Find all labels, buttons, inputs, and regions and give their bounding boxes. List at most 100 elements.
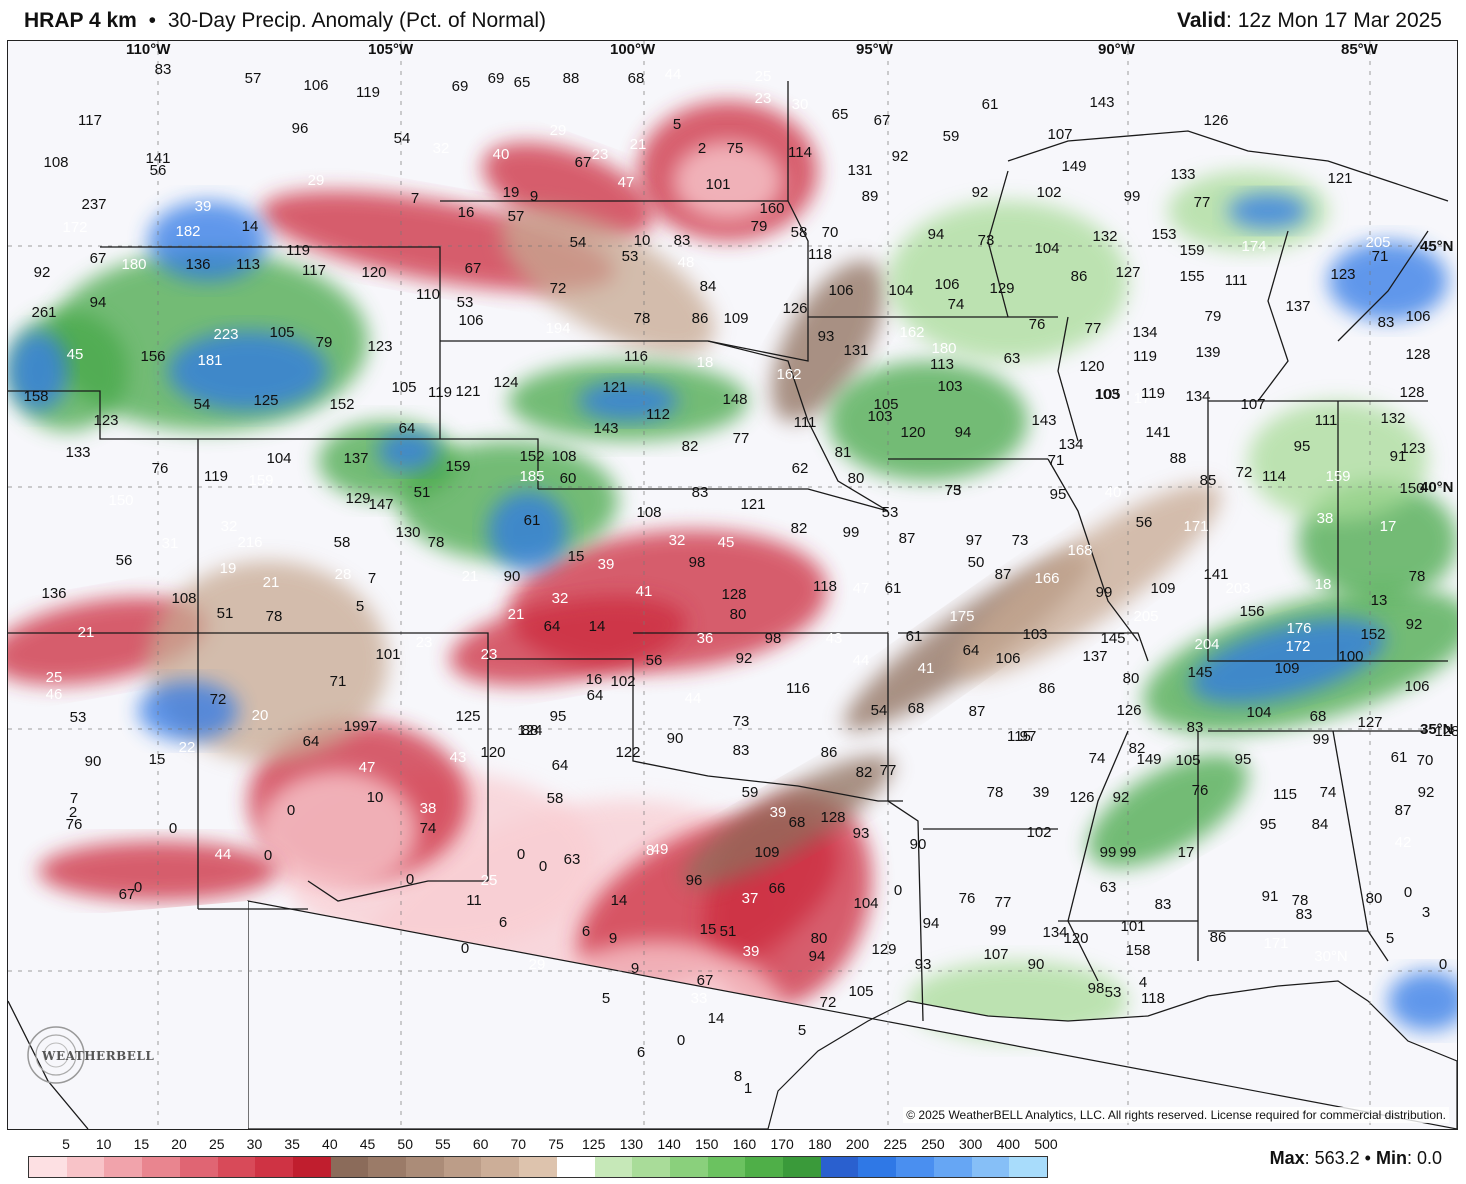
station-value-label: 94 — [809, 948, 826, 965]
station-value-label: 2 — [69, 804, 77, 821]
color-scale-tick-label: 50 — [397, 1136, 414, 1152]
station-value-label: 64 — [587, 687, 604, 704]
color-scale-labels: 5 10 15 20 25 30 35 40 45 50 55 60 70 75 125 130 140 150 1… — [28, 1136, 1058, 1156]
station-value-label: 23 — [592, 146, 609, 163]
station-value-label: 85 — [1200, 472, 1217, 489]
station-value-label: 0 — [517, 846, 525, 863]
station-value-label: 68 — [789, 814, 806, 831]
station-value-label: 156 — [1239, 603, 1264, 620]
station-value-label: 78 — [1292, 892, 1309, 909]
station-value-label: 17 — [1380, 518, 1397, 535]
station-value-label: 108 — [636, 504, 661, 521]
station-value-label: 63 — [564, 851, 581, 868]
station-value-label: 176 — [1286, 620, 1311, 637]
station-value-label: 82 — [791, 520, 808, 537]
station-value-label: 28 — [335, 566, 352, 583]
station-value-label: 143 — [1031, 412, 1056, 429]
station-value-label: 185 — [519, 468, 544, 485]
station-value-label: 47 — [359, 759, 376, 776]
station-value-label: 21 — [630, 136, 647, 153]
station-value-label: 67 — [465, 260, 482, 277]
color-scale-swatch — [179, 1157, 218, 1177]
station-value-label: 84 — [1312, 816, 1329, 833]
station-value-label: 56 — [150, 162, 167, 179]
station-value-label: 58 — [547, 790, 564, 807]
color-scale-tick-label: 140 — [657, 1136, 681, 1152]
station-value-label: 91 — [1262, 888, 1279, 905]
color-scale-swatch — [745, 1157, 784, 1177]
station-value-label: 56 — [116, 552, 133, 569]
longitude-label-100w: 100°W — [610, 41, 656, 58]
station-value-label: 106 — [303, 77, 328, 94]
station-value-label: 68 — [908, 700, 925, 717]
station-value-label: 6 — [637, 1044, 645, 1061]
station-value-label: 15 — [149, 751, 166, 768]
station-value-label: 74 — [948, 296, 965, 313]
station-value-label: 90 — [1028, 956, 1045, 973]
station-value-label: 123 — [367, 338, 392, 355]
station-value-label: 57 — [508, 208, 525, 225]
station-value-label: 44 — [665, 66, 682, 83]
title-separator: • — [148, 9, 157, 32]
station-value-label: 117 — [78, 112, 102, 129]
station-value-label: 149 — [1061, 158, 1086, 175]
station-value-label: 46 — [46, 686, 63, 703]
station-value-label: 106 — [995, 650, 1020, 667]
station-value-label: 124 — [493, 374, 518, 391]
station-value-label: 67 — [119, 886, 136, 903]
station-value-label: 87 — [899, 530, 916, 547]
color-scale-swatch — [783, 1157, 821, 1177]
color-scale-swatch — [443, 1157, 482, 1177]
station-value-label: 131 — [843, 342, 868, 359]
station-value-label: 128 — [1399, 384, 1424, 401]
station-value-label: 105 — [1175, 752, 1200, 769]
station-value-label: 23 — [755, 90, 772, 107]
station-value-label: 44 — [215, 846, 232, 863]
station-value-label: 74 — [420, 820, 437, 837]
station-value-label: 105 — [848, 983, 873, 1000]
station-value-label: 96 — [686, 872, 703, 889]
station-value-label: 7 — [368, 570, 376, 587]
copyright-notice: © 2025 WeatherBELL Analytics, LLC. All r… — [903, 1107, 1449, 1123]
station-value-label: 123 — [93, 412, 118, 429]
station-value-label: 14 — [611, 892, 628, 909]
max-min-separator: • — [1359, 1148, 1376, 1168]
station-value-label: 147 — [368, 496, 393, 513]
station-value-label: 93 — [853, 825, 870, 842]
station-value-label: 45 — [718, 534, 735, 551]
station-value-label: 21 — [78, 624, 95, 641]
station-value-label: 105 — [1095, 386, 1120, 403]
station-value-label: 128 — [820, 809, 845, 826]
max-label: Max — [1269, 1148, 1305, 1168]
station-value-label: 29 — [308, 172, 325, 189]
color-scale-swatch — [519, 1157, 557, 1177]
station-value-label: 171 — [1263, 935, 1288, 952]
station-value-label: 102 — [1026, 824, 1051, 841]
station-value-label: 0 — [677, 1032, 685, 1049]
station-value-label: 107 — [1047, 126, 1072, 143]
station-value-label: 119 — [204, 468, 228, 485]
station-value-label: 145 — [1100, 630, 1125, 647]
color-scale-swatch — [669, 1157, 708, 1177]
station-value-label: 78 — [428, 534, 445, 551]
station-value-label: 47 — [618, 174, 635, 191]
station-value-label: 16 — [458, 204, 475, 221]
station-value-label: 43 — [450, 749, 467, 766]
station-value-label: 36 — [697, 630, 714, 647]
station-value-label: 126 — [1069, 789, 1094, 806]
color-scale-tick-label: 250 — [921, 1136, 945, 1152]
station-value-label: 72 — [210, 691, 227, 708]
station-value-label: 120 — [480, 744, 505, 761]
station-value-label: 61 — [1391, 749, 1408, 766]
station-value-label: 91 — [1390, 448, 1407, 465]
color-scale-tick-label: 180 — [808, 1136, 832, 1152]
station-value-label: 92 — [1406, 616, 1423, 633]
valid-time: Valid: 12z Mon 17 Mar 2025 — [1177, 9, 1442, 33]
station-value-label: 101 — [375, 646, 400, 663]
station-value-label: 88 — [522, 722, 539, 739]
station-value-label: 58 — [791, 224, 808, 241]
station-value-label: 10 — [367, 789, 384, 806]
station-value-label: 67 — [874, 112, 891, 129]
station-value-label: 76 — [66, 816, 83, 833]
